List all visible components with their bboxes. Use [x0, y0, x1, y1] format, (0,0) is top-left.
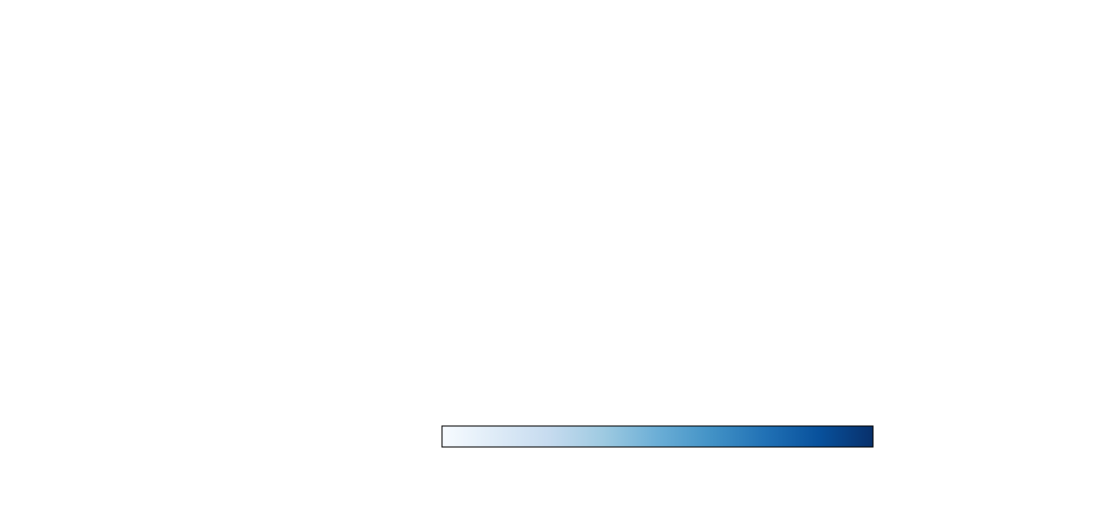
colorbar	[441, 425, 874, 448]
colorbar-gradient	[441, 425, 874, 448]
